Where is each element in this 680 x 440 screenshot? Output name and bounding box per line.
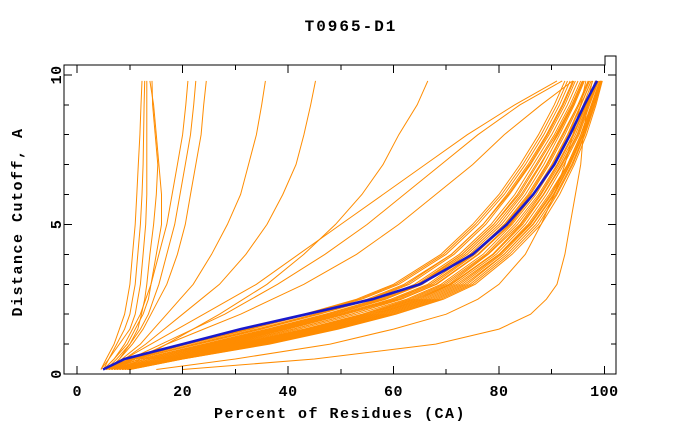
model-curve bbox=[100, 80, 143, 370]
y-tick-label: 0 bbox=[49, 369, 66, 379]
x-tick-labels: 0 20 40 60 80 100 bbox=[72, 384, 618, 401]
model-curve bbox=[103, 80, 162, 370]
model-curve bbox=[108, 80, 563, 370]
model-curve bbox=[105, 80, 558, 370]
x-tick-label: 20 bbox=[173, 384, 192, 401]
x-tick-label: 0 bbox=[72, 384, 82, 401]
model-curve bbox=[106, 80, 574, 370]
model-curve bbox=[116, 80, 592, 370]
model-curve bbox=[111, 80, 584, 370]
y-tick-labels: 0 5 10 bbox=[49, 65, 66, 378]
x-axis-label: Percent of Residues (CA) bbox=[214, 406, 466, 423]
model-curve bbox=[113, 80, 589, 370]
model-curve bbox=[106, 80, 576, 370]
model-curve bbox=[124, 80, 601, 370]
axis-ticks bbox=[64, 65, 616, 374]
x-tick-label: 60 bbox=[384, 384, 403, 401]
model-curve bbox=[129, 80, 603, 370]
model-curve bbox=[111, 80, 574, 370]
model-curve bbox=[111, 80, 316, 370]
model-curve bbox=[129, 80, 603, 370]
y-tick-label: 10 bbox=[49, 65, 66, 84]
model-curve bbox=[108, 80, 582, 370]
model-curve bbox=[121, 80, 600, 370]
model-curve bbox=[103, 80, 189, 370]
model-curve bbox=[124, 80, 429, 370]
model-curve bbox=[127, 80, 602, 370]
model-curve bbox=[121, 80, 599, 370]
model-curve bbox=[108, 80, 266, 370]
model-curve bbox=[113, 80, 591, 370]
model-curve bbox=[108, 80, 159, 370]
model-curve bbox=[182, 80, 593, 370]
plot-frame bbox=[63, 55, 617, 375]
model-curve bbox=[119, 80, 596, 370]
model-curve bbox=[106, 80, 575, 370]
model-curve bbox=[119, 80, 597, 370]
model-curve bbox=[121, 80, 598, 370]
model-curve bbox=[108, 80, 579, 370]
model-curve bbox=[108, 80, 207, 370]
x-tick-label: 80 bbox=[489, 384, 508, 401]
model-curve bbox=[119, 80, 597, 370]
x-tick-label: 100 bbox=[590, 384, 619, 401]
highlighted-model-curve bbox=[102, 80, 599, 371]
y-tick-label: 5 bbox=[49, 220, 66, 230]
model-curve bbox=[111, 80, 585, 370]
model-curve bbox=[103, 80, 571, 370]
model-curve bbox=[124, 80, 602, 370]
model-curve bbox=[127, 80, 602, 370]
y-axis-label: Distance Cutoff, A bbox=[10, 127, 27, 316]
model-curve bbox=[108, 80, 583, 370]
model-curves bbox=[100, 80, 603, 371]
model-curve bbox=[103, 80, 146, 370]
model-curve bbox=[105, 80, 197, 370]
x-tick-label: 40 bbox=[279, 384, 298, 401]
model-curve bbox=[100, 80, 148, 370]
plot-title: T0965-D1 bbox=[305, 18, 398, 36]
